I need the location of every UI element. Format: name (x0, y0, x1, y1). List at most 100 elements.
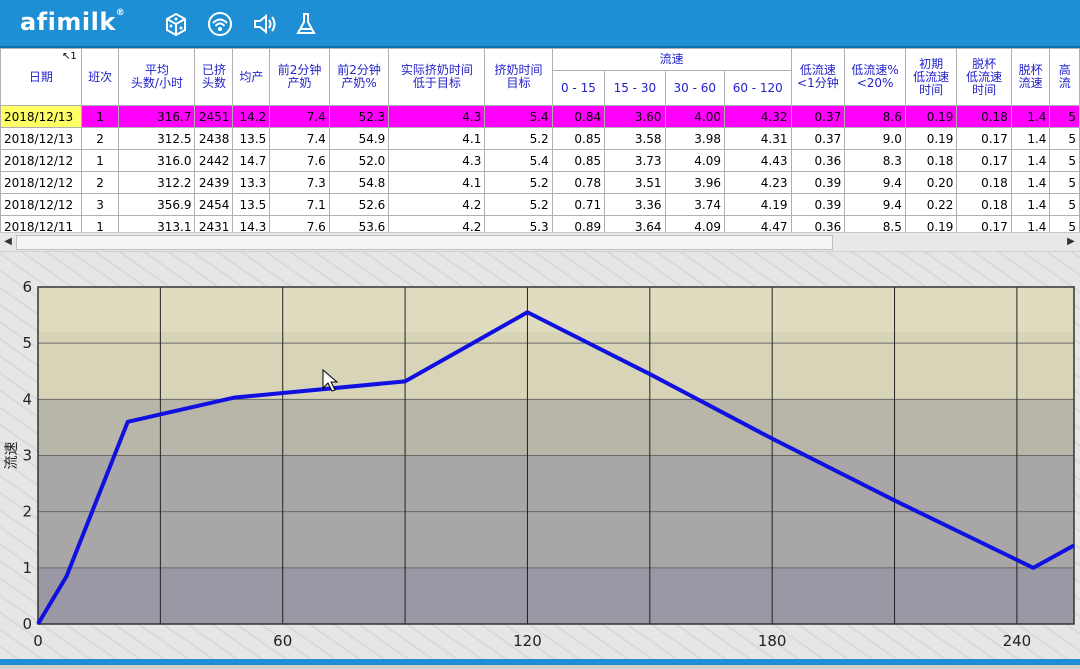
header-label: 初期 低流速 时间 (913, 56, 950, 97)
header-f60_120[interactable]: 60 - 120 (724, 70, 792, 106)
sort-indicator-icon: ↖1 (62, 51, 77, 62)
cell-date: 2018/12/12 (0, 193, 82, 216)
cell-actual_time: 4.3 (388, 105, 486, 128)
cell-f60_120: 4.32 (724, 105, 792, 128)
table-row[interactable]: 2018/12/13 1 316.7 2451 14.2 7.4 52.3 4.3 5.4 0.8… (0, 105, 1080, 128)
header-f30_60[interactable]: 30 - 60 (664, 70, 726, 106)
cell-low_flow_pct: 9.0 (844, 127, 906, 150)
header-f0_15[interactable]: 0 - 15 (551, 70, 606, 106)
cell-low_flow_pct: 8.6 (844, 105, 906, 128)
header-label: 脱杯 流速 (1018, 63, 1043, 90)
header-label: 实际挤奶时间 低于目标 (400, 63, 473, 90)
y-tick-label: 5 (22, 334, 32, 352)
header-first2_yield[interactable]: 前2分钟 产奶 (269, 48, 330, 106)
cell-detach_low: 0.17 (956, 149, 1012, 172)
cell-avg_yield: 13.5 (232, 127, 271, 150)
cell-shift: 2 (80, 171, 120, 194)
cell-init_low: 0.19 (904, 127, 958, 150)
flask-icon[interactable] (292, 10, 320, 38)
cell-f15_30: 3.36 (604, 193, 666, 216)
cell-avg_heads: 356.9 (118, 193, 196, 216)
cell-target_time: 5.2 (484, 171, 553, 194)
header-date[interactable]: 日期 ↖1 (0, 48, 82, 106)
horizontal-scrollbar[interactable]: ◀ ▶ (0, 232, 1080, 251)
cell-avg_heads: 312.2 (118, 171, 196, 194)
cell-detach_flow: 1.4 (1010, 127, 1051, 150)
cell-avg_heads: 312.5 (118, 127, 196, 150)
y-tick-label: 0 (22, 615, 32, 633)
y-tick-label: 1 (22, 559, 32, 577)
x-tick-label: 0 (33, 632, 43, 650)
cell-low_flow_pct: 9.4 (844, 193, 906, 216)
cell-f60_120: 4.43 (724, 149, 792, 172)
header-label: 已挤 头数 (201, 63, 226, 90)
header-low_flow_pct[interactable]: 低流速% <20% (844, 48, 906, 106)
header-shift[interactable]: 班次 (80, 48, 120, 106)
plot-band (38, 287, 1074, 332)
cell-low_flow_1min: 0.37 (790, 127, 846, 150)
header-label: 脱杯 低流速 时间 (966, 56, 1003, 97)
header-init_low[interactable]: 初期 低流速 时间 (904, 48, 958, 106)
cell-milked: 2442 (194, 149, 234, 172)
footer-bar (0, 659, 1080, 665)
table-row[interactable]: 2018/12/13 2 312.5 2438 13.5 7.4 54.9 4.1 5.2 0.8… (0, 127, 1080, 150)
header-detach_flow[interactable]: 脱杯 流速 (1010, 48, 1051, 106)
cell-init_low: 0.20 (904, 171, 958, 194)
header-avg_heads[interactable]: 平均 头数/小时 (118, 48, 196, 106)
cell-low_flow_1min: 0.37 (790, 105, 846, 128)
x-tick-label: 240 (1003, 632, 1032, 650)
flow-series-line (36, 310, 1075, 626)
cell-date: 2018/12/13 (0, 105, 82, 128)
cell-f0_15: 0.85 (551, 127, 606, 150)
table-row[interactable]: 2018/12/12 3 356.9 2454 13.5 7.1 52.6 4.2 5.2 0.7… (0, 193, 1080, 216)
scroll-left-icon[interactable]: ◀ (4, 236, 12, 247)
milking-summary-table[interactable]: 日期 ↖1 班次 平均 头数/小时 已挤 头数 均产 前2分钟 产奶 前2分钟 产奶% 实际挤奶… (0, 48, 1080, 248)
wifi-signal-icon[interactable] (206, 10, 234, 38)
cell-actual_time: 4.1 (388, 127, 486, 150)
cell-f30_60: 4.09 (664, 149, 726, 172)
flow-chart-panel: 0 1 2 3 4 5 6 0 60 120 180 240 流速 (0, 252, 1080, 665)
cell-milked: 2451 (194, 105, 234, 128)
cell-f30_60: 3.98 (664, 127, 726, 150)
cell-f30_60: 4.00 (664, 105, 726, 128)
cell-avg_yield: 13.3 (232, 171, 271, 194)
scroll-right-icon[interactable]: ▶ (1067, 236, 1075, 247)
cell-init_low: 0.19 (904, 105, 958, 128)
header-high_flow[interactable]: 高 流 (1049, 48, 1080, 106)
header-target_time[interactable]: 挤奶时间 目标 (484, 48, 553, 106)
header-avg_yield[interactable]: 均产 (232, 48, 271, 106)
header-f15_30[interactable]: 15 - 30 (604, 70, 666, 106)
header-label: 低流速 <1分钟 (797, 63, 839, 90)
cell-high_flow: 5 (1049, 105, 1080, 128)
cell-shift: 1 (80, 149, 120, 172)
afimilk-logo: afimilk® (20, 8, 126, 36)
header-detach_low[interactable]: 脱杯 低流速 时间 (956, 48, 1012, 106)
cell-f15_30: 3.51 (604, 171, 666, 194)
cell-first2_yield: 7.1 (269, 193, 330, 216)
cell-f15_30: 3.60 (604, 105, 666, 128)
y-tick-label: 2 (22, 503, 32, 521)
cell-f30_60: 3.74 (664, 193, 726, 216)
scrollbar-thumb[interactable] (16, 235, 833, 250)
cell-f0_15: 0.71 (551, 193, 606, 216)
cell-milked: 2454 (194, 193, 234, 216)
header-actual_time[interactable]: 实际挤奶时间 低于目标 (388, 48, 486, 106)
cow-dice-icon[interactable] (162, 10, 190, 38)
cell-avg_heads: 316.0 (118, 149, 196, 172)
speaker-icon[interactable] (250, 10, 278, 38)
cell-detach_low: 0.18 (956, 171, 1012, 194)
table-row[interactable]: 2018/12/12 1 316.0 2442 14.7 7.6 52.0 4.3 5.4 0.8… (0, 149, 1080, 172)
cell-detach_flow: 1.4 (1010, 193, 1051, 216)
cell-date: 2018/12/12 (0, 171, 82, 194)
cell-date: 2018/12/13 (0, 127, 82, 150)
header-milked[interactable]: 已挤 头数 (194, 48, 234, 106)
header-first2_pct[interactable]: 前2分钟 产奶% (328, 48, 390, 106)
header-label: 低流速% <20% (851, 63, 899, 90)
cell-init_low: 0.22 (904, 193, 958, 216)
cell-first2_pct: 52.6 (328, 193, 390, 216)
cell-f0_15: 0.84 (551, 105, 606, 128)
cell-actual_time: 4.2 (388, 193, 486, 216)
table-row[interactable]: 2018/12/12 2 312.2 2439 13.3 7.3 54.8 4.1 5.2 0.7… (0, 171, 1080, 194)
header-low_flow_1min[interactable]: 低流速 <1分钟 (790, 48, 846, 106)
